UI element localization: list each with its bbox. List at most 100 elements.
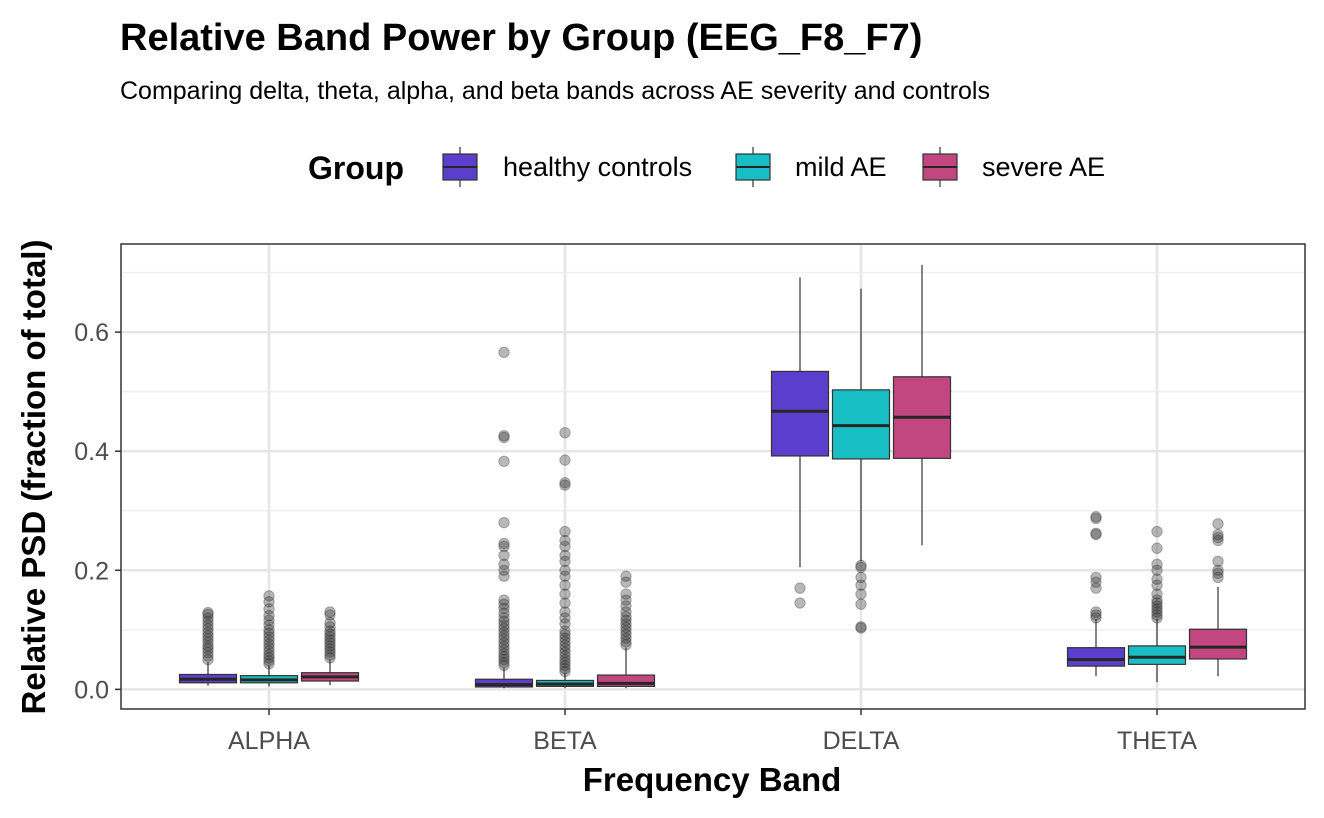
- outlier-point: [1151, 597, 1163, 609]
- outlier-point: [498, 594, 510, 606]
- outlier-point: [324, 652, 336, 664]
- outlier-point: [559, 618, 571, 630]
- outlier-point: [498, 537, 510, 550]
- outlier-point: [1151, 579, 1163, 591]
- outlier-point: [324, 646, 336, 658]
- outlier-point: [263, 645, 275, 657]
- outlier-point: [498, 615, 510, 628]
- outlier-point: [559, 534, 571, 547]
- outlier-point: [202, 615, 214, 628]
- outlier-point: [559, 632, 571, 644]
- outlier-point: [620, 621, 632, 634]
- outlier-point: [559, 427, 571, 439]
- outlier-point: [855, 571, 867, 584]
- box-delta-severe-ae: [892, 264, 952, 546]
- outlier-point: [1090, 510, 1102, 523]
- outlier-point: [498, 516, 510, 529]
- outlier-point: [202, 640, 214, 652]
- outlier-point: [263, 634, 275, 647]
- outlier-point: [855, 561, 867, 573]
- outlier-point: [324, 616, 336, 629]
- outlier-point: [202, 622, 214, 635]
- box-beta-severe-ae: [596, 570, 656, 689]
- legend-key-healthy-controls: healthy controls: [442, 147, 692, 187]
- outlier-point: [263, 619, 275, 631]
- outlier-point: [498, 540, 510, 553]
- outlier-point: [559, 564, 571, 576]
- outlier-point: [202, 650, 214, 662]
- outlier-point: [202, 619, 214, 631]
- outlier-point: [620, 636, 632, 648]
- legend-label: healthy controls: [503, 152, 692, 182]
- outlier-point: [324, 634, 336, 646]
- outlier-point: [263, 649, 275, 661]
- legend-key-severe-ae: severe AE: [922, 147, 1105, 187]
- x-tick-label: ALPHA: [228, 727, 310, 755]
- outlier-point: [1212, 567, 1224, 579]
- outlier-point: [559, 579, 571, 591]
- chart-title: Relative Band Power by Group (EEG_F8_F7): [120, 17, 922, 59]
- outlier-point: [498, 656, 510, 669]
- outlier-point: [498, 346, 510, 359]
- outlier-point: [263, 627, 275, 640]
- outlier-point: [559, 540, 571, 553]
- legend-key-mild-ae: mild AE: [735, 147, 887, 187]
- outlier-point: [559, 662, 571, 675]
- outlier-point: [1090, 606, 1102, 618]
- outlier-point: [1090, 527, 1102, 540]
- outlier-point: [1151, 564, 1163, 576]
- outlier-point: [498, 598, 510, 610]
- outlier-point: [324, 643, 336, 655]
- outlier-point: [324, 640, 336, 652]
- outlier-point: [1151, 542, 1163, 554]
- outlier-point: [559, 650, 571, 662]
- outlier-point: [1151, 558, 1163, 571]
- box-alpha-severe-ae: [300, 606, 360, 686]
- outlier-point: [498, 549, 510, 562]
- outlier-point: [202, 608, 214, 621]
- outlier-point: [1212, 534, 1224, 547]
- outlier-point: [498, 630, 510, 642]
- outlier-point: [324, 609, 336, 621]
- box-iqr: [1127, 645, 1187, 665]
- outlier-point: [855, 559, 867, 572]
- outlier-point: [1090, 609, 1102, 621]
- outlier-point: [855, 588, 867, 600]
- box-delta-mild-ae: [831, 288, 891, 634]
- legend: Group healthy controls mild AE severe AE: [308, 147, 1105, 187]
- outlier-point: [620, 600, 632, 612]
- outlier-point: [202, 630, 214, 642]
- panel-border: [120, 243, 1306, 710]
- outlier-point: [498, 650, 510, 663]
- outlier-point: [498, 644, 510, 656]
- outlier-point: [263, 596, 275, 608]
- outlier-point: [324, 621, 336, 633]
- outlier-point: [620, 632, 632, 644]
- outlier-point: [559, 479, 571, 491]
- outlier-point: [559, 639, 571, 651]
- outlier-point: [263, 609, 275, 622]
- outlier-point: [263, 614, 275, 626]
- outlier-point: [559, 665, 571, 678]
- outlier-point: [263, 641, 275, 654]
- outlier-point: [202, 636, 214, 649]
- box-theta-mild-ae: [1127, 525, 1187, 683]
- box-beta-healthy-controls: [474, 346, 534, 689]
- box-delta-healthy-controls: [770, 277, 830, 609]
- outlier-point: [1151, 603, 1163, 615]
- outlier-point: [498, 455, 510, 468]
- outlier-point: [620, 576, 632, 588]
- outlier-point: [1090, 582, 1102, 594]
- outlier-point: [324, 631, 336, 643]
- outlier-point: [498, 619, 510, 631]
- legend-label: mild AE: [795, 152, 887, 182]
- outlier-point: [498, 633, 510, 646]
- outlier-point: [559, 643, 571, 655]
- outlier-point: [498, 602, 510, 615]
- outlier-point: [620, 611, 632, 623]
- outlier-point: [498, 622, 510, 635]
- outlier-point: [202, 612, 214, 624]
- outlier-point: [559, 628, 571, 641]
- y-tick-label: 0.0: [74, 676, 109, 704]
- outlier-point: [498, 659, 510, 672]
